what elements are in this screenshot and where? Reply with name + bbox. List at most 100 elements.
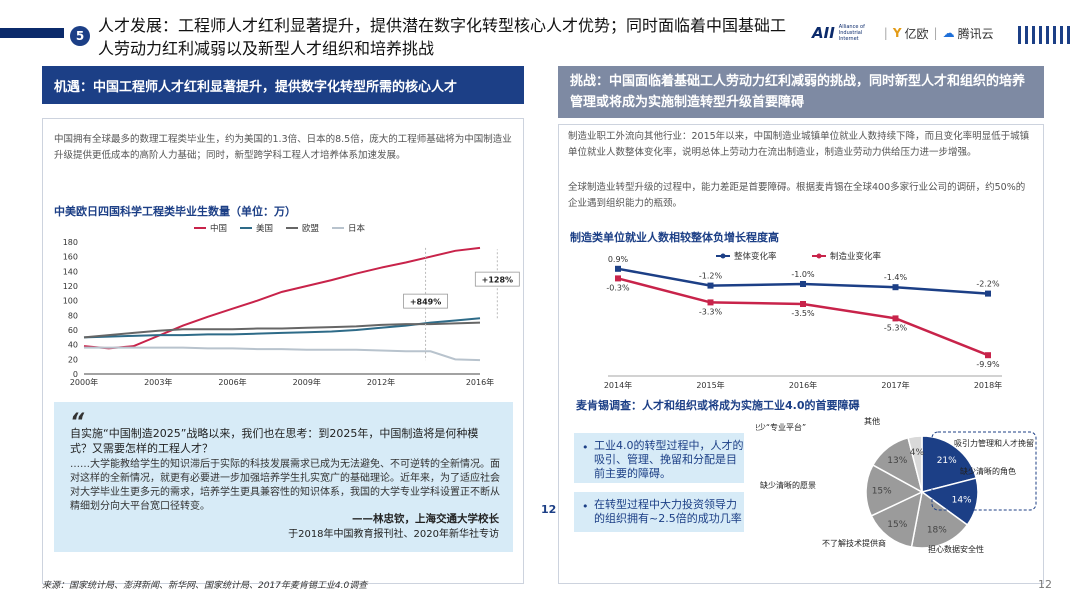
yiou-logo-text: 亿欧 <box>904 26 929 41</box>
page-title: 人才发展：工程师人才红利显著提升，提供潜在数字化转型核心人才优势；同时面临着中国… <box>98 16 787 58</box>
series-line-中国 <box>83 246 481 350</box>
x-tick-label: 2018年 <box>974 380 1002 390</box>
data-point-制造业变化率 <box>707 299 714 306</box>
x-tick-label: 2000年 <box>70 377 98 387</box>
x-tick-label: 2016年 <box>466 377 494 387</box>
left-paragraph: 中国拥有全球最多的数理工程类毕业生，约为美国的1.3倍、日本的8.5倍，庞大的工… <box>54 134 512 161</box>
left-chart-title: 中美欧日四国科学工程类毕业生数量（单位：万） <box>54 205 296 218</box>
bullet-box-2: • 在转型过程中大力投资领导力的组织拥有~2.5倍的成功几率 <box>574 492 744 532</box>
legend-label-日本: 日本 <box>348 223 366 234</box>
footer-source: 来源：国家统计局、澎湃新闻、新华网、国家统计局、2017年麦肯锡工业4.0调查 <box>42 581 368 591</box>
pie-category-label: 担心数据安全性 <box>928 544 984 554</box>
series-line-欧盟 <box>83 321 481 339</box>
quote-mark-icon: “ <box>70 410 85 435</box>
data-label-整体变化率: -1.4% <box>884 273 908 282</box>
y-tick-label: 140 <box>63 267 78 276</box>
y-tick-label: 100 <box>63 297 78 306</box>
section-number-badge: 5 <box>70 26 90 46</box>
series-line-日本 <box>84 346 481 362</box>
logo-separator: | <box>883 26 888 40</box>
right-chart-title: 制造类单位就业人数相较整体负增长程度高 <box>570 231 779 244</box>
partner-logos: AII Alliance of Industrial Internet | Y … <box>812 22 1002 44</box>
y-tick-label: 180 <box>63 238 78 247</box>
pie-category-label: 缺少清晰的角色 <box>960 466 1016 476</box>
data-label-制造业变化率: -3.5% <box>791 309 815 318</box>
y-tick-label: 0 <box>73 370 78 379</box>
data-point-制造业变化率 <box>985 352 991 359</box>
x-tick-label: 2006年 <box>218 377 246 387</box>
highlight-box <box>931 431 1037 511</box>
pie-value-label: 15% <box>887 520 907 530</box>
x-tick-label: 2012年 <box>367 377 395 387</box>
obstacles-pie-chart: 21%吸引力管理和人才挽留14%缺少清晰的角色18%担心数据安全性15%不了解技… <box>756 416 1037 554</box>
us-growth-label: +128% <box>482 276 513 285</box>
y-tick-label: 40 <box>68 341 78 350</box>
aii-logo-subtitle: Alliance of Industrial Internet <box>838 24 865 42</box>
x-tick-label: 2014年 <box>604 380 632 390</box>
data-point-整体变化率 <box>707 282 714 289</box>
data-point-制造业变化率 <box>615 275 621 282</box>
pie-slice-4 <box>865 464 924 517</box>
data-label-整体变化率: -2.2% <box>976 280 1000 289</box>
data-point-整体变化率 <box>615 265 621 272</box>
yiou-logo: Y <box>892 26 902 40</box>
pie-value-label: 18% <box>927 525 947 535</box>
data-label-制造业变化率: -0.3% <box>606 283 630 292</box>
quote-body: ……大学能教给学生的知识滞后于实际的科技发展需求已成为无法避免、不可逆转的全新情… <box>70 459 500 512</box>
quote-box: “ 自实施“中国制造2025”战略以来，我们也在思考：到2025年，中国制造将是… <box>54 402 556 552</box>
legend-label-整体变化率: 整体变化率 <box>734 251 777 262</box>
header-accent-bar <box>0 28 64 38</box>
quote-lead: 自实施“中国制造2025”战略以来，我们也在思考：到2025年，中国制造将是何种… <box>70 427 479 455</box>
china-growth-label: +849% <box>410 298 441 307</box>
pie-value-label: 4% <box>910 448 925 458</box>
header-stripes-decoration <box>1018 26 1074 44</box>
y-tick-label: 60 <box>68 326 78 335</box>
pie-slice-3 <box>870 490 924 548</box>
bullet-text-1: 工业4.0的转型过程中，人才的吸引、管理、挽留和分配是目前主要的障碍。 <box>594 439 744 480</box>
legend-label-欧盟: 欧盟 <box>302 223 320 234</box>
aii-logo: AII <box>812 24 835 42</box>
pie-category-label: 缺少“专业平台” <box>756 422 806 432</box>
y-tick-label: 120 <box>63 282 78 291</box>
bullet-icon: • <box>582 441 589 454</box>
pie-value-label: 15% <box>872 487 892 497</box>
pie-category-label: 缺少清晰的愿景 <box>760 480 816 490</box>
pie-category-label: 不了解技术提供商 <box>822 538 886 548</box>
data-label-制造业变化率: -5.3% <box>884 323 908 332</box>
pie-slice-6 <box>907 435 923 493</box>
data-label-整体变化率: -1.0% <box>791 270 815 279</box>
y-tick-label: 80 <box>68 311 78 320</box>
y-tick-label: 160 <box>63 253 78 262</box>
data-point-制造业变化率 <box>892 315 899 322</box>
right-paragraph-1: 制造业职工外流向其他行业：2015年以来，中国制造业城镇单位就业人数持续下降，而… <box>568 131 1030 158</box>
dsw-icon: 12 <box>541 503 557 516</box>
right-paragraph-2: 全球制造业转型升级的过程中，能力差距是首要障碍。根据麦肯锡在全球400多家行业公… <box>568 182 1026 209</box>
legend-marker-制造业变化率 <box>816 253 822 259</box>
bullet-box-1: • 工业4.0的转型过程中，人才的吸引、管理、挽留和分配是目前主要的障碍。 <box>574 433 744 483</box>
x-tick-label: 2015年 <box>696 380 724 390</box>
data-label-制造业变化率: -9.9% <box>976 360 1000 369</box>
graduates-line-chart: 0 20 40 60 80 100 120 140 160 180 2000年 2003年 2006年 2… <box>63 223 520 387</box>
pie-slice-2 <box>910 490 969 549</box>
data-point-制造业变化率 <box>800 301 806 307</box>
tencent-cloud-logo-text: 腾讯云 <box>957 26 994 41</box>
data-label-制造业变化率: -3.3% <box>699 307 723 316</box>
x-tick-label: 2016年 <box>789 380 817 390</box>
pie-value-label: 14% <box>952 496 972 506</box>
pie-slice-0 <box>921 435 978 493</box>
logo-separator-2: | <box>933 26 938 40</box>
us-growth-badge <box>474 271 520 287</box>
legend-label-制造业变化率: 制造业变化率 <box>830 251 882 262</box>
data-label-整体变化率: 0.9% <box>608 255 629 264</box>
pie-value-label: 13% <box>887 456 907 466</box>
legend-label-中国: 中国 <box>210 223 227 234</box>
right-panel-heading: 挑战：中国面临着基础工人劳动力红利减弱的挑战，同时新型人才和组织的培养管理或将成… <box>558 66 1044 118</box>
data-point-整体变化率 <box>800 281 806 287</box>
x-tick-label: 2017年 <box>881 380 909 390</box>
left-panel-heading: 机遇：中国工程师人才红利显著提升，提供数字化转型所需的核心人才 <box>42 66 524 104</box>
pie-category-label: 其他 <box>864 416 880 426</box>
employment-change-chart: 整体变化率 制造业变化率 2014年 2015年 2016年 2017年 2018年 0.9%… <box>604 251 1002 390</box>
y-tick-label: 20 <box>68 355 78 364</box>
x-tick-label: 2009年 <box>293 377 321 387</box>
data-point-整体变化率 <box>892 284 899 291</box>
